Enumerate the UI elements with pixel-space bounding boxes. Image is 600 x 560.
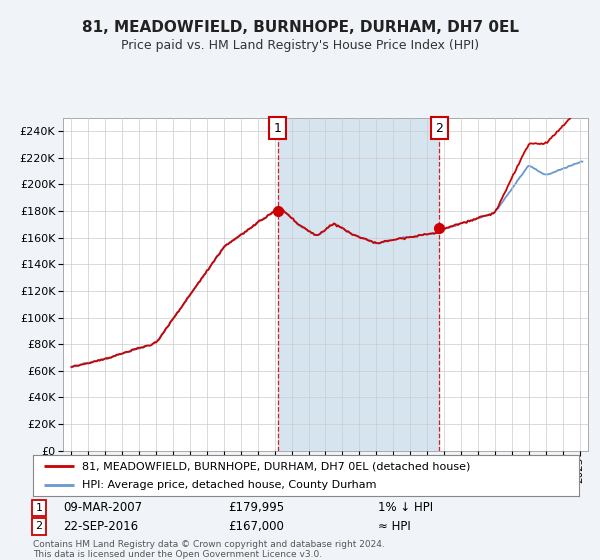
Text: Contains HM Land Registry data © Crown copyright and database right 2024.: Contains HM Land Registry data © Crown c… [33, 540, 385, 549]
Text: HPI: Average price, detached house, County Durham: HPI: Average price, detached house, Coun… [82, 480, 377, 489]
Bar [278, 118, 439, 451]
Text: 09-MAR-2007: 09-MAR-2007 [63, 501, 142, 515]
Text: ≈ HPI: ≈ HPI [378, 520, 411, 533]
Text: 1: 1 [274, 122, 281, 135]
Text: 81, MEADOWFIELD, BURNHOPE, DURHAM, DH7 0EL (detached house): 81, MEADOWFIELD, BURNHOPE, DURHAM, DH7 0… [82, 461, 470, 471]
Text: 2: 2 [436, 122, 443, 135]
Text: 1: 1 [35, 503, 43, 513]
Text: 81, MEADOWFIELD, BURNHOPE, DURHAM, DH7 0EL: 81, MEADOWFIELD, BURNHOPE, DURHAM, DH7 0… [82, 20, 518, 35]
Text: This data is licensed under the Open Government Licence v3.0.: This data is licensed under the Open Gov… [33, 550, 322, 559]
Text: £167,000: £167,000 [228, 520, 284, 533]
Text: 1% ↓ HPI: 1% ↓ HPI [378, 501, 433, 515]
Text: 2: 2 [35, 521, 43, 531]
Text: Price paid vs. HM Land Registry's House Price Index (HPI): Price paid vs. HM Land Registry's House … [121, 39, 479, 52]
Text: 22-SEP-2016: 22-SEP-2016 [63, 520, 138, 533]
Text: £179,995: £179,995 [228, 501, 284, 515]
